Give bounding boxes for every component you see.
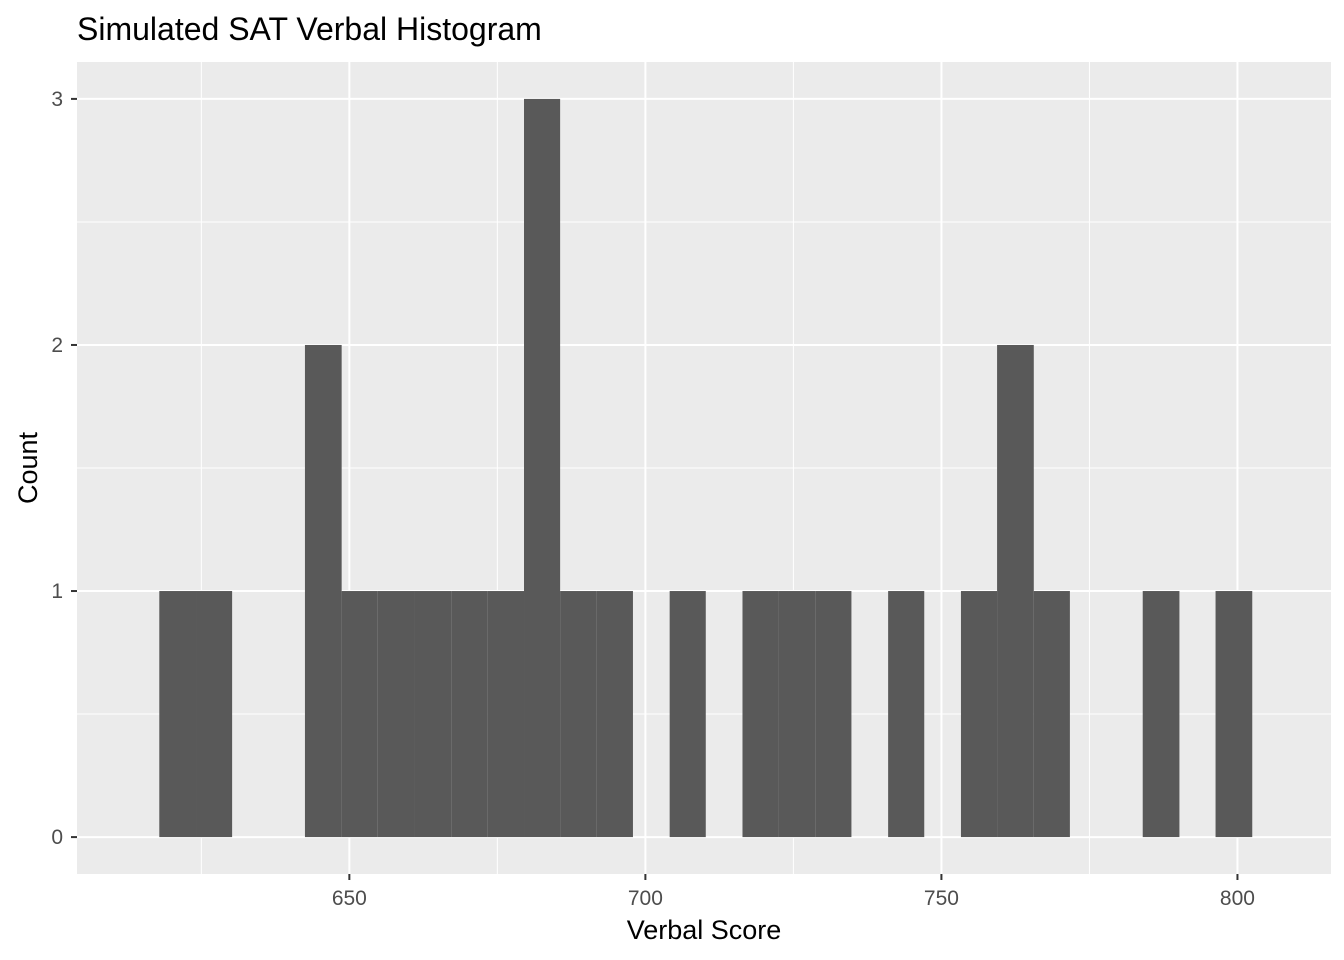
x-tick-label: 800 (1220, 887, 1255, 910)
histogram-bar (196, 591, 233, 838)
histogram-bar (1215, 591, 1253, 838)
minor-gridlines (77, 62, 1331, 874)
histogram-bar (414, 591, 452, 838)
histogram-bar (778, 591, 816, 838)
histogram-bar (451, 591, 488, 838)
y-axis-title: Count (13, 431, 43, 504)
histogram-bar (742, 591, 779, 838)
x-tick-label: 650 (332, 887, 367, 910)
histogram-bar (377, 591, 415, 838)
y-tick-label: 3 (51, 88, 63, 111)
histogram-bar (1033, 591, 1070, 838)
histogram-bar (888, 591, 925, 838)
histogram-bar (669, 591, 706, 838)
y-axis: 0 1 2 3 (51, 88, 77, 849)
histogram-bar (487, 591, 525, 838)
y-tick-label: 1 (51, 580, 63, 603)
histogram-bars (159, 98, 1253, 838)
histogram-bar (341, 591, 378, 838)
x-tick-label: 700 (628, 887, 663, 910)
x-tick-label: 750 (924, 887, 959, 910)
y-tick-label: 2 (51, 334, 63, 357)
x-axis: 650 700 750 800 (332, 874, 1255, 910)
histogram-bar (304, 344, 342, 838)
histogram-bar (815, 591, 852, 838)
histogram-bar (560, 591, 597, 838)
histogram-bar (960, 591, 998, 838)
x-axis-title: Verbal Score (627, 915, 782, 945)
y-tick-label: 0 (51, 826, 63, 849)
histogram-bar (997, 344, 1034, 838)
histogram-bar (1142, 591, 1180, 838)
histogram-bar (524, 98, 561, 838)
histogram-bar (596, 591, 633, 838)
chart-title: Simulated SAT Verbal Histogram (77, 11, 542, 47)
histogram-bar (159, 591, 197, 838)
